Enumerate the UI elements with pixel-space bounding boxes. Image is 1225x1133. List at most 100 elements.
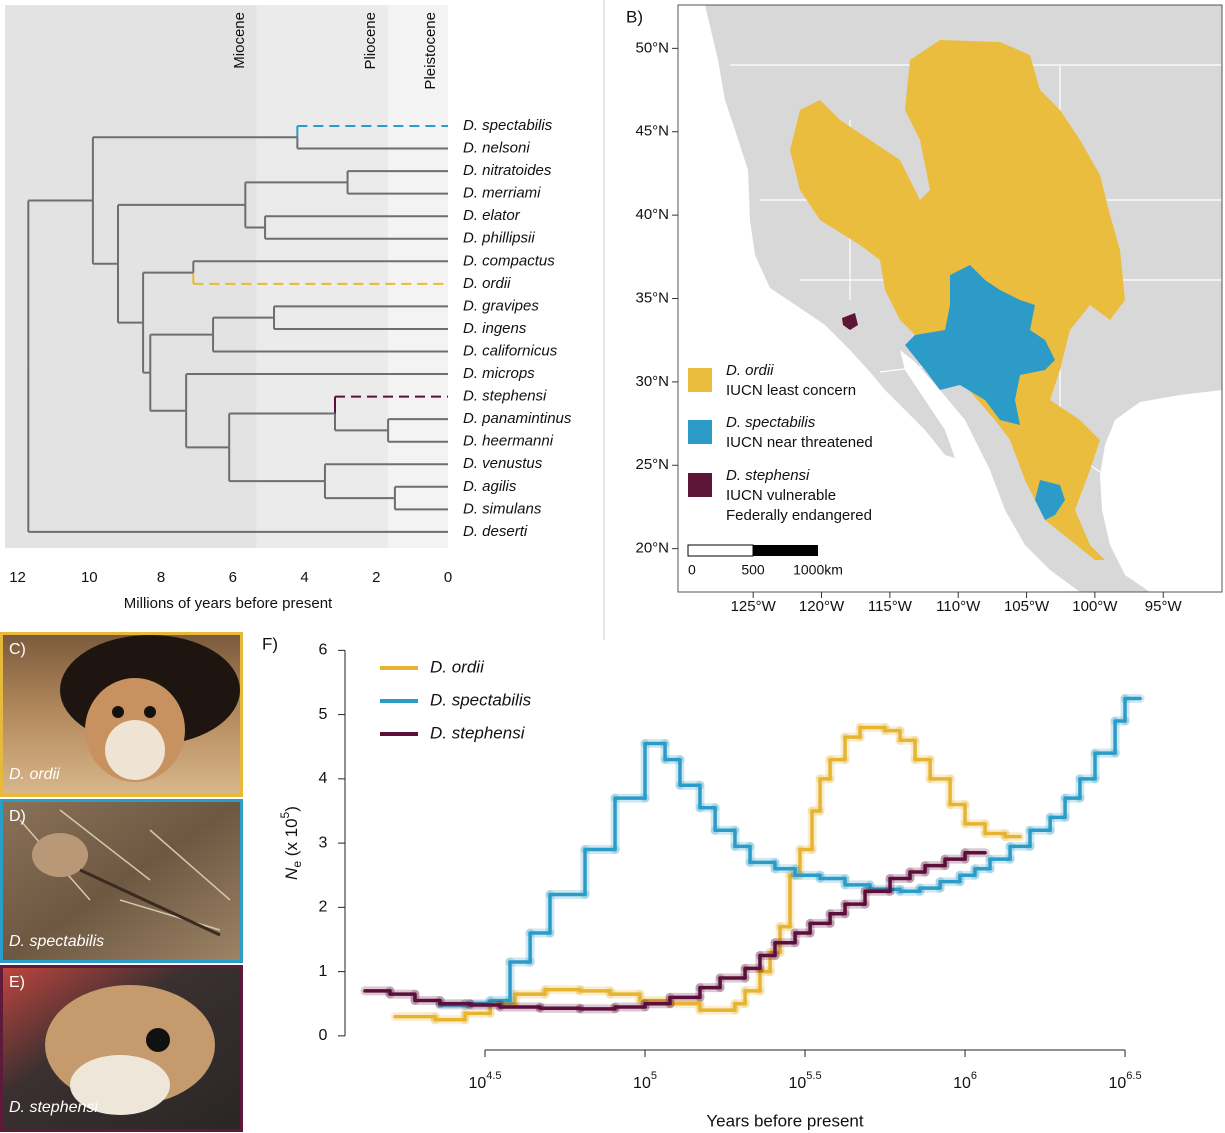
legend-swatch — [688, 420, 712, 444]
scale-label: 0 — [688, 562, 696, 578]
x-tick-label: 6 — [229, 569, 237, 586]
x-tick-label: 106 — [953, 1070, 977, 1092]
rodent — [32, 833, 88, 877]
legend-label: D. spectabilis — [430, 690, 532, 709]
x-tick-label: 110°W — [936, 598, 981, 615]
taxon-label: D. compactus — [463, 252, 555, 269]
x-tick-label: 100°W — [1072, 598, 1118, 615]
tick-base: 10 — [788, 1075, 806, 1092]
y-tick-label: 1 — [319, 963, 328, 980]
taxon-label: D. ingens — [463, 320, 527, 337]
x-tick-label: 104.5 — [468, 1070, 501, 1092]
x-tick-label: 105.5 — [788, 1070, 821, 1092]
y-tick-label: 25°N — [635, 456, 669, 473]
x-tick-label: 2 — [372, 569, 380, 586]
y-tick-label: 3 — [319, 834, 328, 851]
taxon-label: D. gravipes — [463, 297, 539, 314]
x-tick-label: 120°W — [799, 598, 845, 615]
photo-caption: D. stephensi — [9, 1099, 98, 1116]
legend-label: D. stephensi — [430, 723, 526, 742]
taxon-label: D. elator — [463, 207, 521, 224]
x-tick-label: 12 — [9, 569, 26, 586]
taxon-label: D. agilis — [463, 478, 517, 495]
legend-status: IUCN near threatened — [726, 434, 873, 451]
eye — [146, 1028, 170, 1052]
tick-exponent: 4.5 — [486, 1070, 501, 1082]
epoch-band — [257, 5, 388, 548]
scale-bar — [688, 545, 753, 556]
legend-swatch — [688, 368, 712, 392]
legend-species: D. stephensi — [726, 467, 810, 484]
taxon-label: D. spectabilis — [463, 117, 553, 134]
taxon-label: D. venustus — [463, 455, 543, 472]
y-axis-title-part: ) — [282, 806, 301, 812]
x-tick-label: 95°W — [1145, 598, 1183, 615]
tick-exponent: 6 — [971, 1070, 977, 1082]
panel-label: F) — [262, 634, 278, 653]
y-tick-label: 30°N — [635, 373, 669, 390]
y-tick-label: 5 — [319, 706, 328, 723]
legend-species: D. ordii — [726, 362, 774, 379]
scale-label: 500 — [741, 562, 765, 578]
tick-exponent: 5 — [651, 1070, 657, 1082]
panel-label: B) — [626, 7, 643, 26]
tick-base: 10 — [468, 1075, 486, 1092]
y-axis-title-part: (x 10 — [282, 818, 301, 861]
y-tick-label: 2 — [319, 899, 328, 916]
x-tick-label: 10 — [81, 569, 98, 586]
taxon-label: D. phillipsii — [463, 230, 535, 247]
figure: A) B) F) MiocenePliocenePleistocene12108… — [0, 0, 1225, 1133]
x-tick-label: 8 — [157, 569, 165, 586]
photo-label: C) — [9, 641, 26, 658]
y-tick-label: 45°N — [635, 123, 669, 140]
legend-label: D. ordii — [430, 657, 485, 676]
y-tick-label: 20°N — [635, 540, 669, 557]
y-tick-label: 0 — [319, 1027, 328, 1044]
x-tick-label: 115°W — [868, 598, 913, 615]
x-tick-label: 106.5 — [1108, 1070, 1141, 1092]
taxon-label: D. californicus — [463, 342, 558, 359]
x-tick-label: 105 — [633, 1070, 657, 1092]
phylogeny-panel: Miocene Pliocene Pleistocene 12 10 8 6 4 2 0 Milli… — [5, 5, 572, 612]
y-tick-label: 4 — [319, 770, 328, 787]
epoch-band — [5, 5, 257, 548]
scale-bar — [753, 545, 818, 556]
taxon-label: D. heermanni — [463, 433, 554, 450]
y-axis-title: Ne (x 105) — [278, 806, 304, 880]
taxon-label: D. microps — [463, 365, 535, 382]
legend-swatch — [688, 473, 712, 497]
taxon-label: D. simulans — [463, 500, 542, 517]
x-tick-label: 125°W — [731, 598, 777, 615]
x-axis-title: Millions of years before present — [124, 595, 333, 612]
x-tick-label: 4 — [300, 569, 308, 586]
photo-caption: D. spectabilis — [9, 933, 104, 950]
epoch-label: Miocene — [231, 12, 248, 69]
y-tick-label: 50°N — [635, 39, 669, 56]
eye — [144, 706, 156, 718]
photo-caption: D. ordii — [9, 766, 60, 783]
photo-label: D) — [9, 808, 26, 825]
taxon-label: D. stephensi — [463, 388, 547, 405]
x-tick-label: 0 — [444, 569, 452, 586]
epoch-label: Pleistocene — [422, 12, 439, 90]
epoch-band — [388, 5, 448, 548]
photo-label: E) — [9, 974, 25, 991]
tick-base: 10 — [633, 1075, 651, 1092]
taxon-label: D. panamintinus — [463, 410, 572, 427]
x-axis-title: Years before present — [706, 1111, 863, 1130]
rodent-belly — [105, 720, 165, 780]
taxon-label: D. ordii — [463, 275, 511, 292]
epoch-label: Pliocene — [362, 12, 379, 70]
taxon-label: D. nelsoni — [463, 140, 530, 157]
taxon-label: D. nitratoides — [463, 162, 552, 179]
y-axis-title-part: N — [282, 867, 301, 880]
page: { "panel_a": { "label": "A)", "xlabel": … — [0, 0, 1225, 1133]
y-tick-label: 6 — [319, 642, 328, 659]
y-tick-label: 40°N — [635, 206, 669, 223]
eye — [112, 706, 124, 718]
legend-species: D. spectabilis — [726, 414, 816, 431]
taxon-label: D. merriami — [463, 185, 541, 202]
scale-label: 1000km — [793, 562, 843, 578]
y-tick-label: 35°N — [635, 289, 669, 306]
